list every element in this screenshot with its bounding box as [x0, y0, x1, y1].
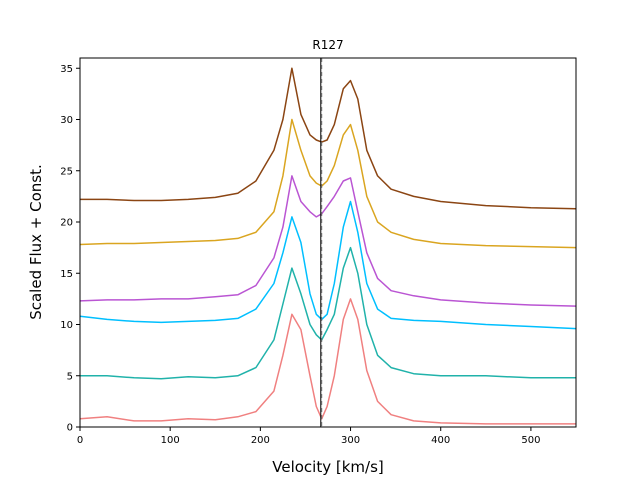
y-tick-label: 5 — [67, 371, 73, 382]
chart-title: R127 — [312, 38, 343, 52]
y-tick-label: 25 — [60, 166, 73, 177]
series-line-2 — [80, 246, 576, 380]
y-tick-label: 35 — [60, 64, 73, 75]
series-layer — [79, 67, 577, 425]
series-line-1 — [79, 298, 576, 425]
x-tick-label: 100 — [161, 435, 180, 446]
x-axis: 0 100 200 300 400 500 — [77, 427, 540, 446]
x-tick-label: 300 — [341, 435, 360, 446]
y-axis: 0 5 10 15 20 25 30 35 — [60, 64, 80, 434]
x-tick-label: 400 — [431, 435, 450, 446]
vline-layer — [320, 58, 323, 427]
x-tick-label: 0 — [77, 435, 83, 446]
series-line-3 — [79, 200, 577, 330]
series-line-4 — [79, 175, 577, 307]
y-tick-label: 15 — [60, 269, 73, 280]
y-axis-label: Scaled Flux + Const. — [27, 164, 45, 320]
x-tick-label: 500 — [521, 435, 540, 446]
x-axis-label: Velocity [km/s] — [272, 458, 383, 476]
y-tick-label: 30 — [60, 115, 73, 126]
plot-frame — [79, 57, 577, 428]
y-tick-label: 0 — [67, 423, 73, 434]
series-line-5 — [79, 118, 577, 249]
series-line-6 — [80, 67, 577, 210]
y-tick-label: 10 — [60, 320, 73, 331]
x-tick-label: 200 — [251, 435, 270, 446]
y-tick-label: 20 — [60, 218, 73, 229]
